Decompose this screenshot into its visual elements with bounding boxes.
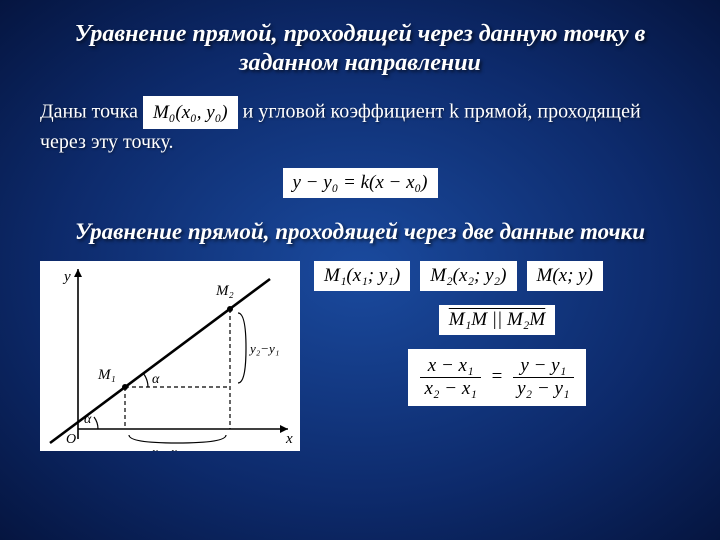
frac-den1: x₂ − x₁ xyxy=(420,378,480,400)
origin-label: O xyxy=(66,432,76,447)
dx-label: x₂−x₁ xyxy=(151,444,181,451)
dy-label: y₂−y₁ xyxy=(248,341,279,356)
point-m0-formula: M₀(x₀, y₀) xyxy=(143,96,238,130)
axis-y-label: y xyxy=(62,269,71,285)
slide-title: Уравнение прямой, проходящей через данну… xyxy=(40,20,680,78)
m1-label: M₁ xyxy=(97,367,116,383)
alpha-m1-label: α xyxy=(152,372,160,387)
vectors-parallel: M₁M || M₂M xyxy=(439,305,555,335)
frac-num1: x − x₁ xyxy=(420,355,480,378)
graph-diagram: y x O M₁ M₂ α α y₂−y₁ x₂−x₁ xyxy=(40,261,300,451)
m2-label: M₂ xyxy=(215,283,234,299)
frac-num2: y − y₁ xyxy=(513,355,573,378)
slide-subtitle: Уравнение прямой, проходящей через две д… xyxy=(40,218,680,247)
point-m2: M₂(x₂; y₂) xyxy=(420,261,516,291)
paragraph-1: Даны точка M₀(x₀, y₀) и угловой коэффици… xyxy=(40,96,680,157)
point-m: M(x; y) xyxy=(527,261,603,291)
para1-text-a: Даны точка xyxy=(40,100,138,122)
frac-den2: y₂ − y₁ xyxy=(513,378,573,400)
alpha-origin-label: α xyxy=(84,412,92,427)
axis-x-label: x xyxy=(285,431,293,447)
point-m1: M₁(x₁; y₁) xyxy=(314,261,410,291)
main-equation: y − y₀ = k(x − x₀) xyxy=(283,168,438,198)
proportion-equation: x − x₁ x₂ − x₁ = y − y₁ y₂ − y₁ xyxy=(408,349,585,406)
